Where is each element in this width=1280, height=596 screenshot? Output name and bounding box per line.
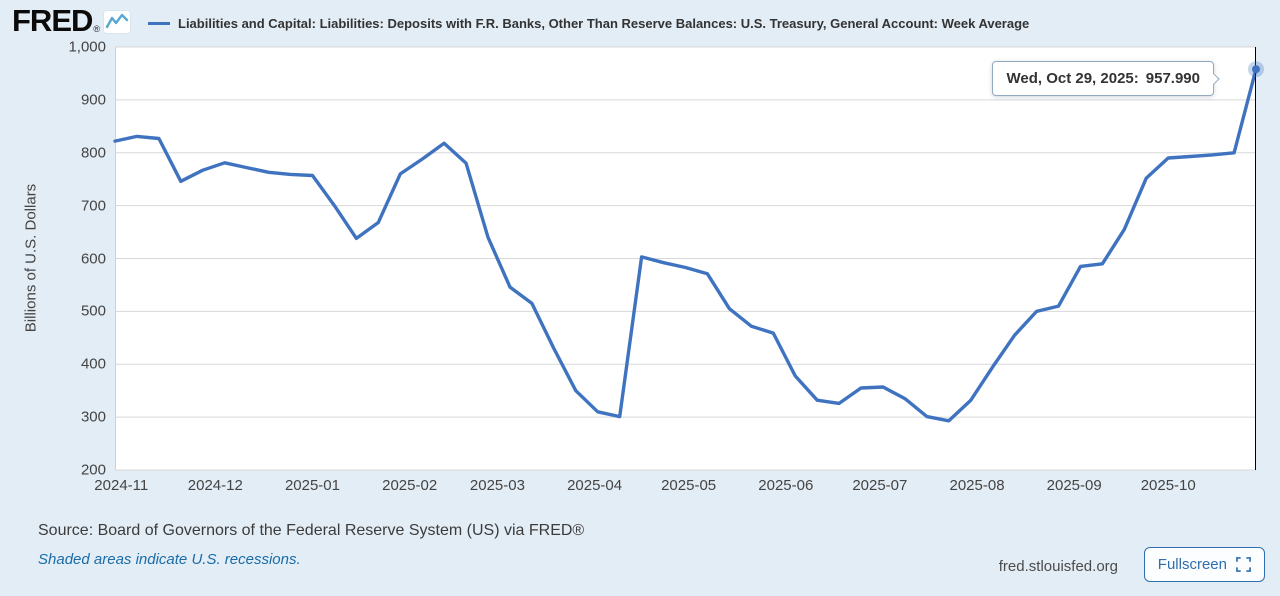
y-axis-tick-label: 500 bbox=[80, 302, 106, 320]
y-axis-tick-label: 800 bbox=[80, 144, 106, 162]
fred-logo[interactable]: FRED ® bbox=[12, 3, 132, 39]
fullscreen-icon bbox=[1236, 557, 1251, 572]
x-axis-tick-label: 2025-03 bbox=[469, 477, 525, 494]
fred-logo-registered: ® bbox=[93, 24, 101, 34]
y-axis-tick-label: 600 bbox=[80, 250, 106, 267]
recessions-link[interactable]: Shaded areas indicate U.S. recessions. bbox=[38, 551, 301, 568]
tooltip: Wed, Oct 29, 2025: 957.990 bbox=[992, 61, 1220, 96]
x-axis-tick-label: 2024-11 bbox=[94, 477, 149, 494]
marker-dot[interactable] bbox=[1252, 65, 1260, 74]
x-axis-tick-label: 2025-05 bbox=[661, 477, 717, 494]
y-axis-tick-label: 400 bbox=[80, 355, 106, 373]
legend-line-swatch bbox=[148, 21, 170, 25]
plot-area[interactable]: Wed, Oct 29, 2025: 957.990 bbox=[113, 46, 1264, 471]
fred-logo-text: FRED bbox=[12, 3, 93, 38]
x-axis-tick-label: 2025-06 bbox=[758, 477, 814, 494]
tooltip-date: Wed, Oct 29, 2025: bbox=[1006, 70, 1139, 87]
tooltip-value: 957.990 bbox=[1145, 70, 1200, 87]
x-axis-tick-label: 2025-09 bbox=[1046, 477, 1102, 494]
data-series-line bbox=[113, 67, 1258, 423]
source-text: Source: Board of Governors of the Federa… bbox=[38, 522, 585, 539]
x-axis-tick-label: 2025-04 bbox=[567, 477, 623, 494]
y-axis-tick-label: 900 bbox=[80, 91, 106, 109]
site-label: fred.stlouisfed.org bbox=[998, 558, 1118, 575]
y-axis-tick-label: 300 bbox=[80, 408, 106, 426]
x-axis-tick-label: 2025-07 bbox=[852, 477, 908, 494]
chart-canvas[interactable] bbox=[113, 46, 1264, 471]
y-axis-tick-label: 1,000 bbox=[68, 38, 106, 56]
fullscreen-label: Fullscreen bbox=[1157, 556, 1227, 573]
legend: Liabilities and Capital: Liabilities: De… bbox=[148, 10, 1029, 36]
x-axis-tick-label: 2025-08 bbox=[949, 477, 1005, 494]
x-axis-tick-label: 2025-10 bbox=[1140, 477, 1196, 494]
sparkline-icon bbox=[103, 10, 132, 39]
legend-series-label[interactable]: Liabilities and Capital: Liabilities: De… bbox=[178, 15, 1030, 31]
y-axis-tick-label: 700 bbox=[80, 197, 106, 215]
x-axis-tick-label: 2025-01 bbox=[284, 477, 340, 494]
fullscreen-button[interactable]: Fullscreen bbox=[1143, 547, 1265, 582]
x-axis-tick-labels: 2024-11 2024-12 2025-01 2025-02 2025-03 2025-… bbox=[94, 477, 1256, 497]
y-axis-tick-labels: 200 300 400 500 600 700 800 900 1,000 bbox=[0, 39, 106, 479]
x-axis-tick-label: 2025-02 bbox=[382, 477, 438, 494]
y-axis-tick-label: 200 bbox=[80, 461, 106, 479]
x-axis-tick-label: 2024-12 bbox=[187, 477, 243, 494]
